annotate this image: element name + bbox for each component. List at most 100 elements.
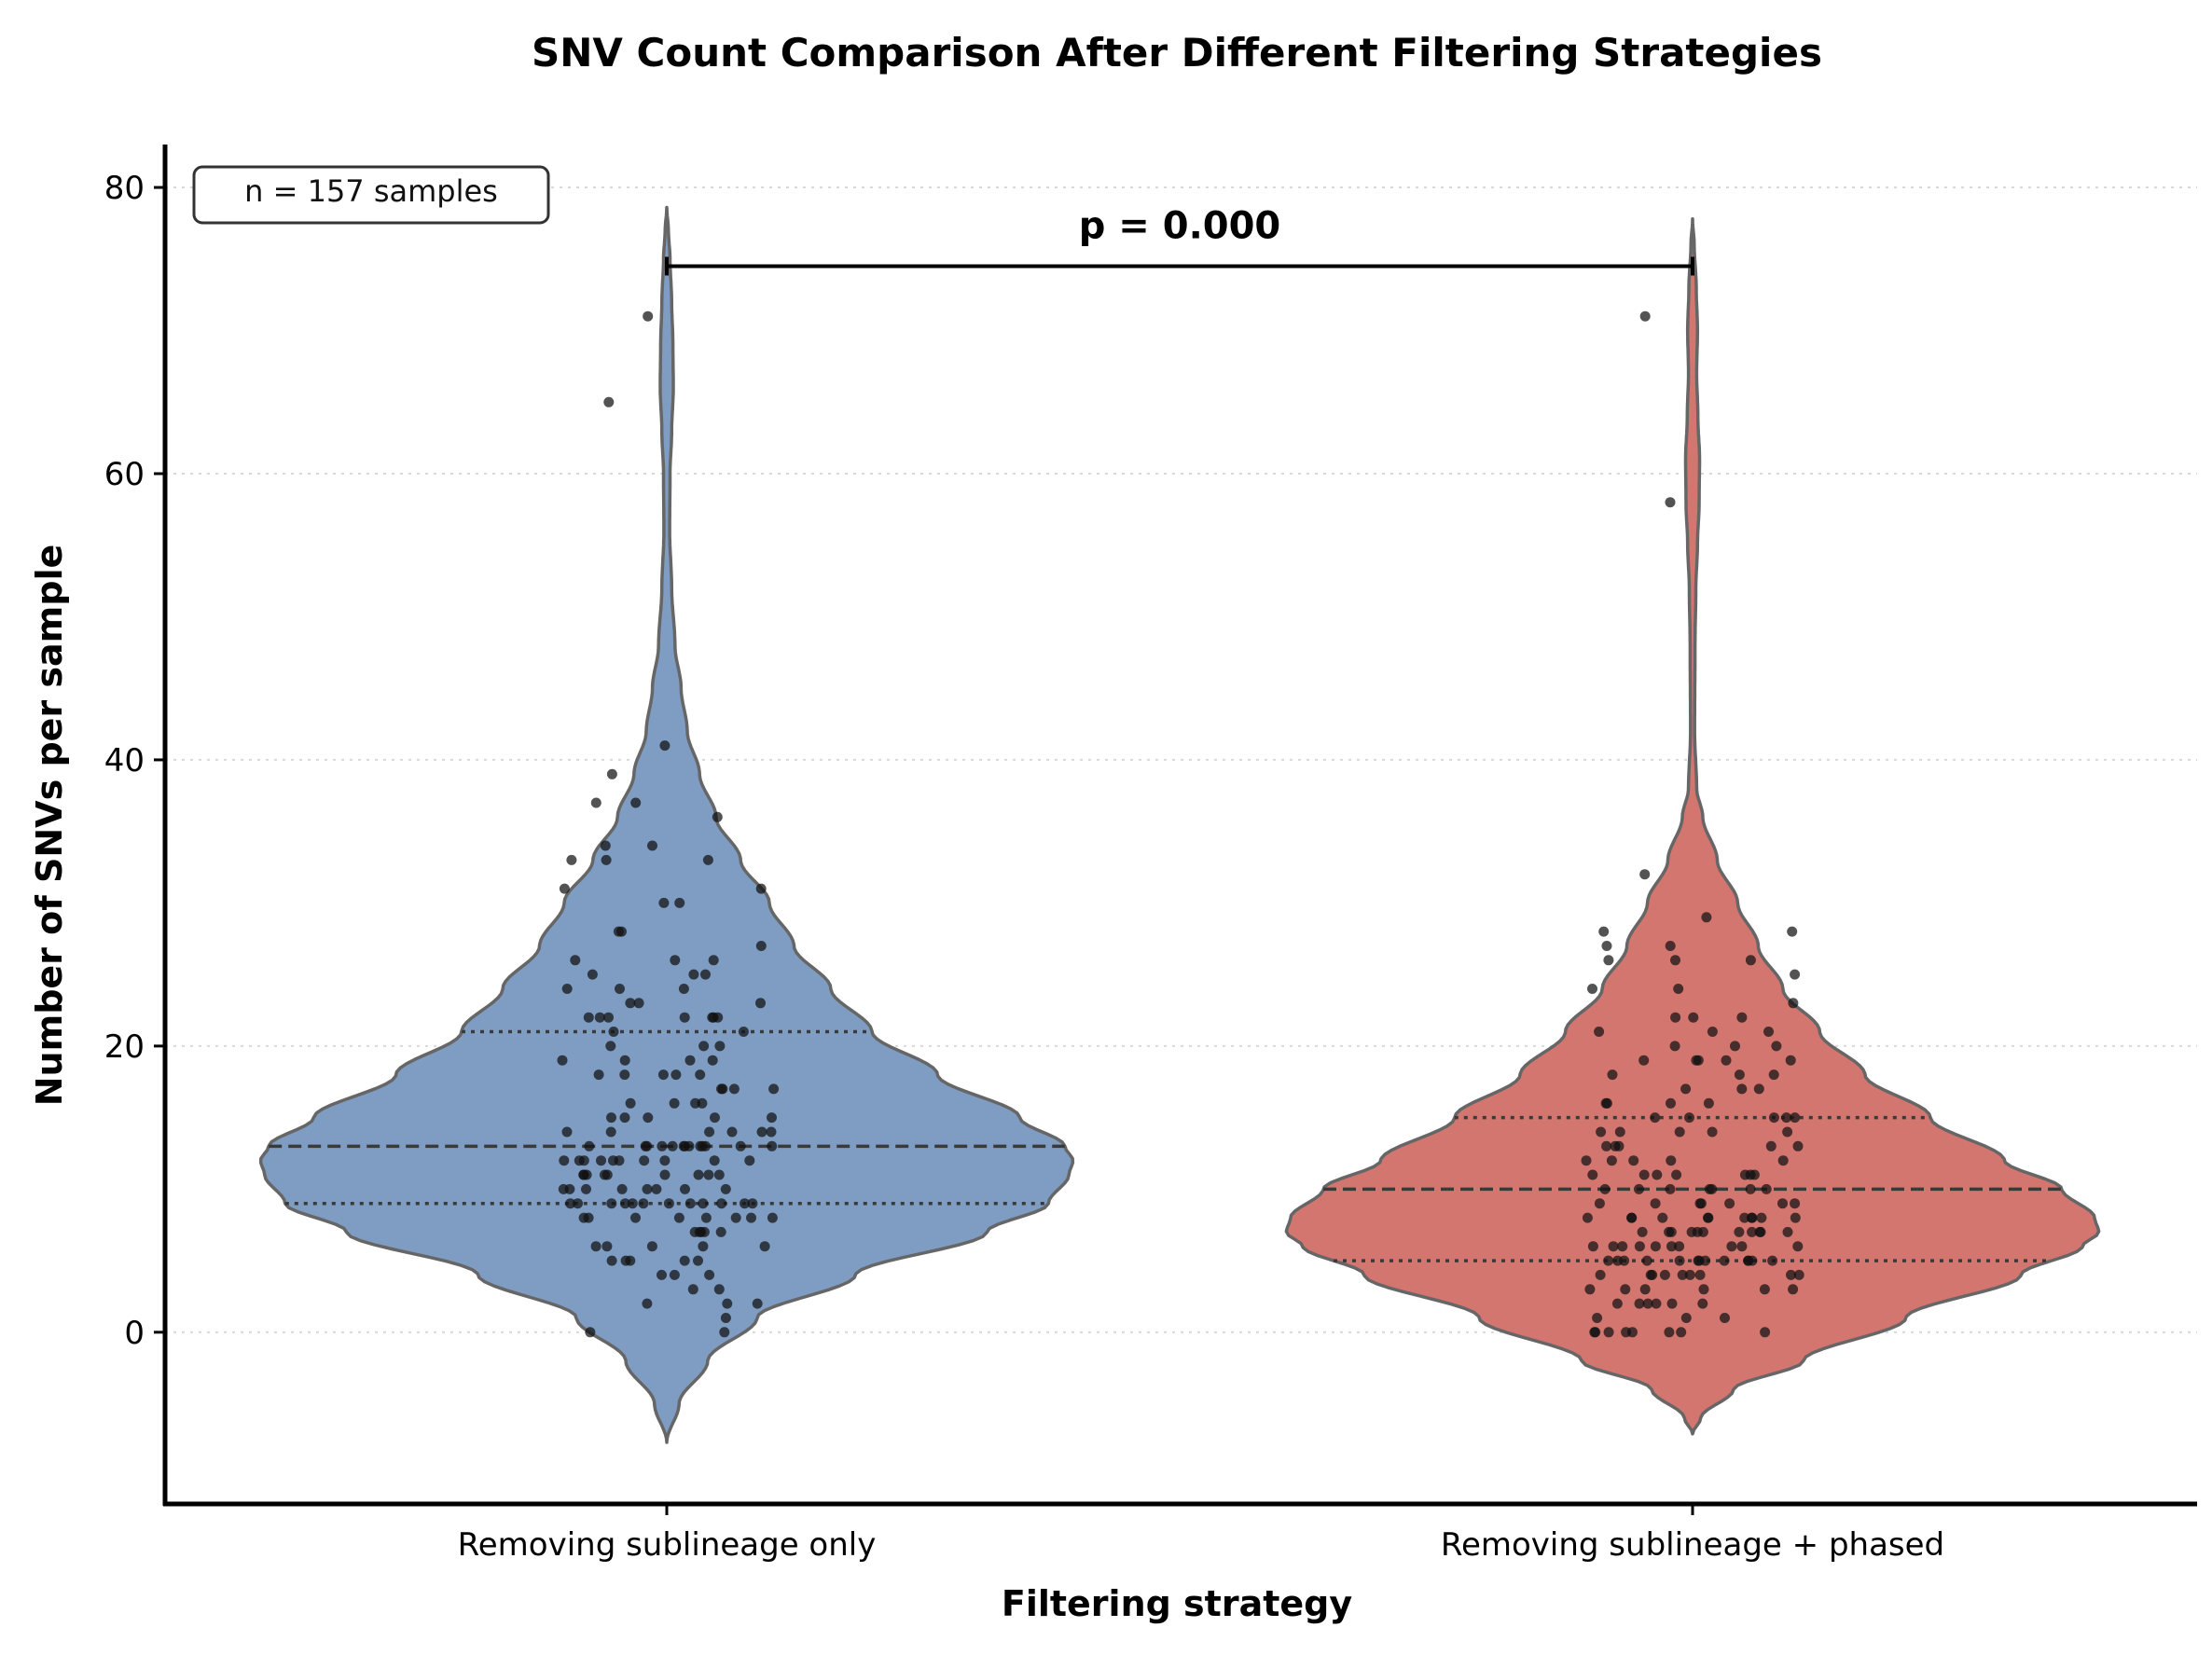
data-point	[557, 1055, 568, 1066]
data-point	[1665, 497, 1676, 508]
data-point	[1657, 1212, 1668, 1223]
data-point	[680, 1183, 690, 1194]
data-point	[704, 1126, 715, 1138]
data-point	[684, 1055, 696, 1066]
data-point	[1610, 1140, 1621, 1152]
data-point	[730, 1212, 741, 1223]
data-point	[1603, 1255, 1614, 1266]
chart-title: SNV Count Comparison After Different Fil…	[532, 30, 1822, 76]
data-point	[1736, 1012, 1748, 1023]
data-point	[747, 1198, 758, 1209]
data-point	[1634, 1298, 1645, 1309]
data-point	[687, 1284, 698, 1295]
data-point	[1674, 1126, 1685, 1138]
y-tick-label-40: 40	[104, 742, 145, 779]
data-point	[693, 1255, 703, 1266]
data-point	[1680, 1313, 1692, 1323]
data-point	[1650, 1198, 1661, 1209]
data-point	[715, 1226, 726, 1237]
data-point	[643, 1112, 654, 1124]
x-tick-label-1: Removing sublineage only	[458, 1526, 877, 1564]
data-point	[1612, 1255, 1624, 1266]
data-point	[708, 955, 719, 966]
data-point	[603, 396, 615, 407]
violin-2	[1284, 217, 2101, 1436]
data-point	[728, 1083, 740, 1095]
sample-count-label: n = 157 samples	[244, 173, 498, 209]
data-point	[755, 998, 766, 1009]
significance-label: p = 0.000	[1079, 204, 1281, 247]
data-point	[657, 1140, 668, 1152]
data-point	[709, 1155, 720, 1166]
data-point	[698, 1041, 710, 1052]
data-point	[1734, 1069, 1745, 1081]
data-point	[663, 1198, 674, 1209]
data-point	[767, 1140, 778, 1152]
x-tick-label-2: Removing sublineage + phased	[1441, 1526, 1944, 1564]
data-point	[1650, 1112, 1661, 1124]
data-point	[646, 1241, 657, 1252]
data-point	[700, 1212, 712, 1223]
data-point	[698, 1198, 709, 1209]
data-point	[1598, 926, 1610, 937]
data-point	[1674, 1255, 1685, 1266]
data-point	[633, 998, 644, 1009]
data-point	[619, 1055, 630, 1066]
data-point	[688, 969, 699, 980]
data-point	[620, 1255, 631, 1266]
data-point	[766, 1126, 777, 1138]
data-point	[1761, 1183, 1772, 1194]
data-point	[559, 1155, 570, 1166]
data-point	[1674, 1241, 1685, 1252]
data-point	[583, 1212, 594, 1223]
data-point	[768, 1083, 780, 1095]
data-point	[1720, 1313, 1730, 1323]
data-point	[1792, 1241, 1804, 1252]
data-point	[1788, 998, 1799, 1009]
data-point	[1647, 1269, 1658, 1280]
y-tick-label-60: 60	[104, 456, 145, 493]
data-point	[684, 1198, 696, 1209]
data-point	[1745, 1183, 1756, 1194]
data-point	[1760, 1327, 1771, 1338]
data-point	[642, 1183, 653, 1194]
data-point	[1790, 1198, 1801, 1209]
data-point	[1726, 1241, 1737, 1252]
data-point	[566, 854, 577, 865]
data-point	[601, 1169, 613, 1180]
data-point	[1673, 984, 1684, 994]
data-point	[1608, 1241, 1619, 1252]
data-point	[1669, 1041, 1680, 1052]
data-point	[1739, 1212, 1750, 1223]
data-point	[1592, 1313, 1603, 1323]
y-tick-label-0: 0	[124, 1315, 145, 1352]
data-point	[744, 1155, 755, 1166]
data-point	[606, 1112, 616, 1124]
data-point	[1650, 1241, 1661, 1252]
data-point	[1611, 1298, 1623, 1309]
data-point	[601, 854, 612, 865]
data-point	[1790, 1112, 1801, 1124]
data-point	[697, 1140, 708, 1152]
x-axis-label: Filtering strategy	[1002, 1583, 1353, 1624]
strip-points	[557, 310, 1804, 1338]
data-point	[615, 984, 625, 994]
data-point	[1697, 1226, 1708, 1237]
data-point	[1724, 1198, 1735, 1209]
data-point	[1638, 1169, 1650, 1180]
data-point	[1736, 1083, 1748, 1095]
data-point	[596, 1155, 606, 1166]
data-point	[1665, 941, 1676, 951]
data-point	[1639, 310, 1651, 322]
data-point	[698, 1241, 709, 1252]
data-point	[752, 1298, 763, 1309]
data-point	[1634, 1241, 1645, 1252]
data-point	[558, 1183, 569, 1194]
axes	[162, 145, 2197, 1507]
data-point	[1721, 1055, 1732, 1066]
data-point	[1767, 1255, 1778, 1266]
data-point	[1639, 869, 1651, 880]
data-point	[735, 1140, 746, 1152]
data-point	[693, 1169, 704, 1180]
